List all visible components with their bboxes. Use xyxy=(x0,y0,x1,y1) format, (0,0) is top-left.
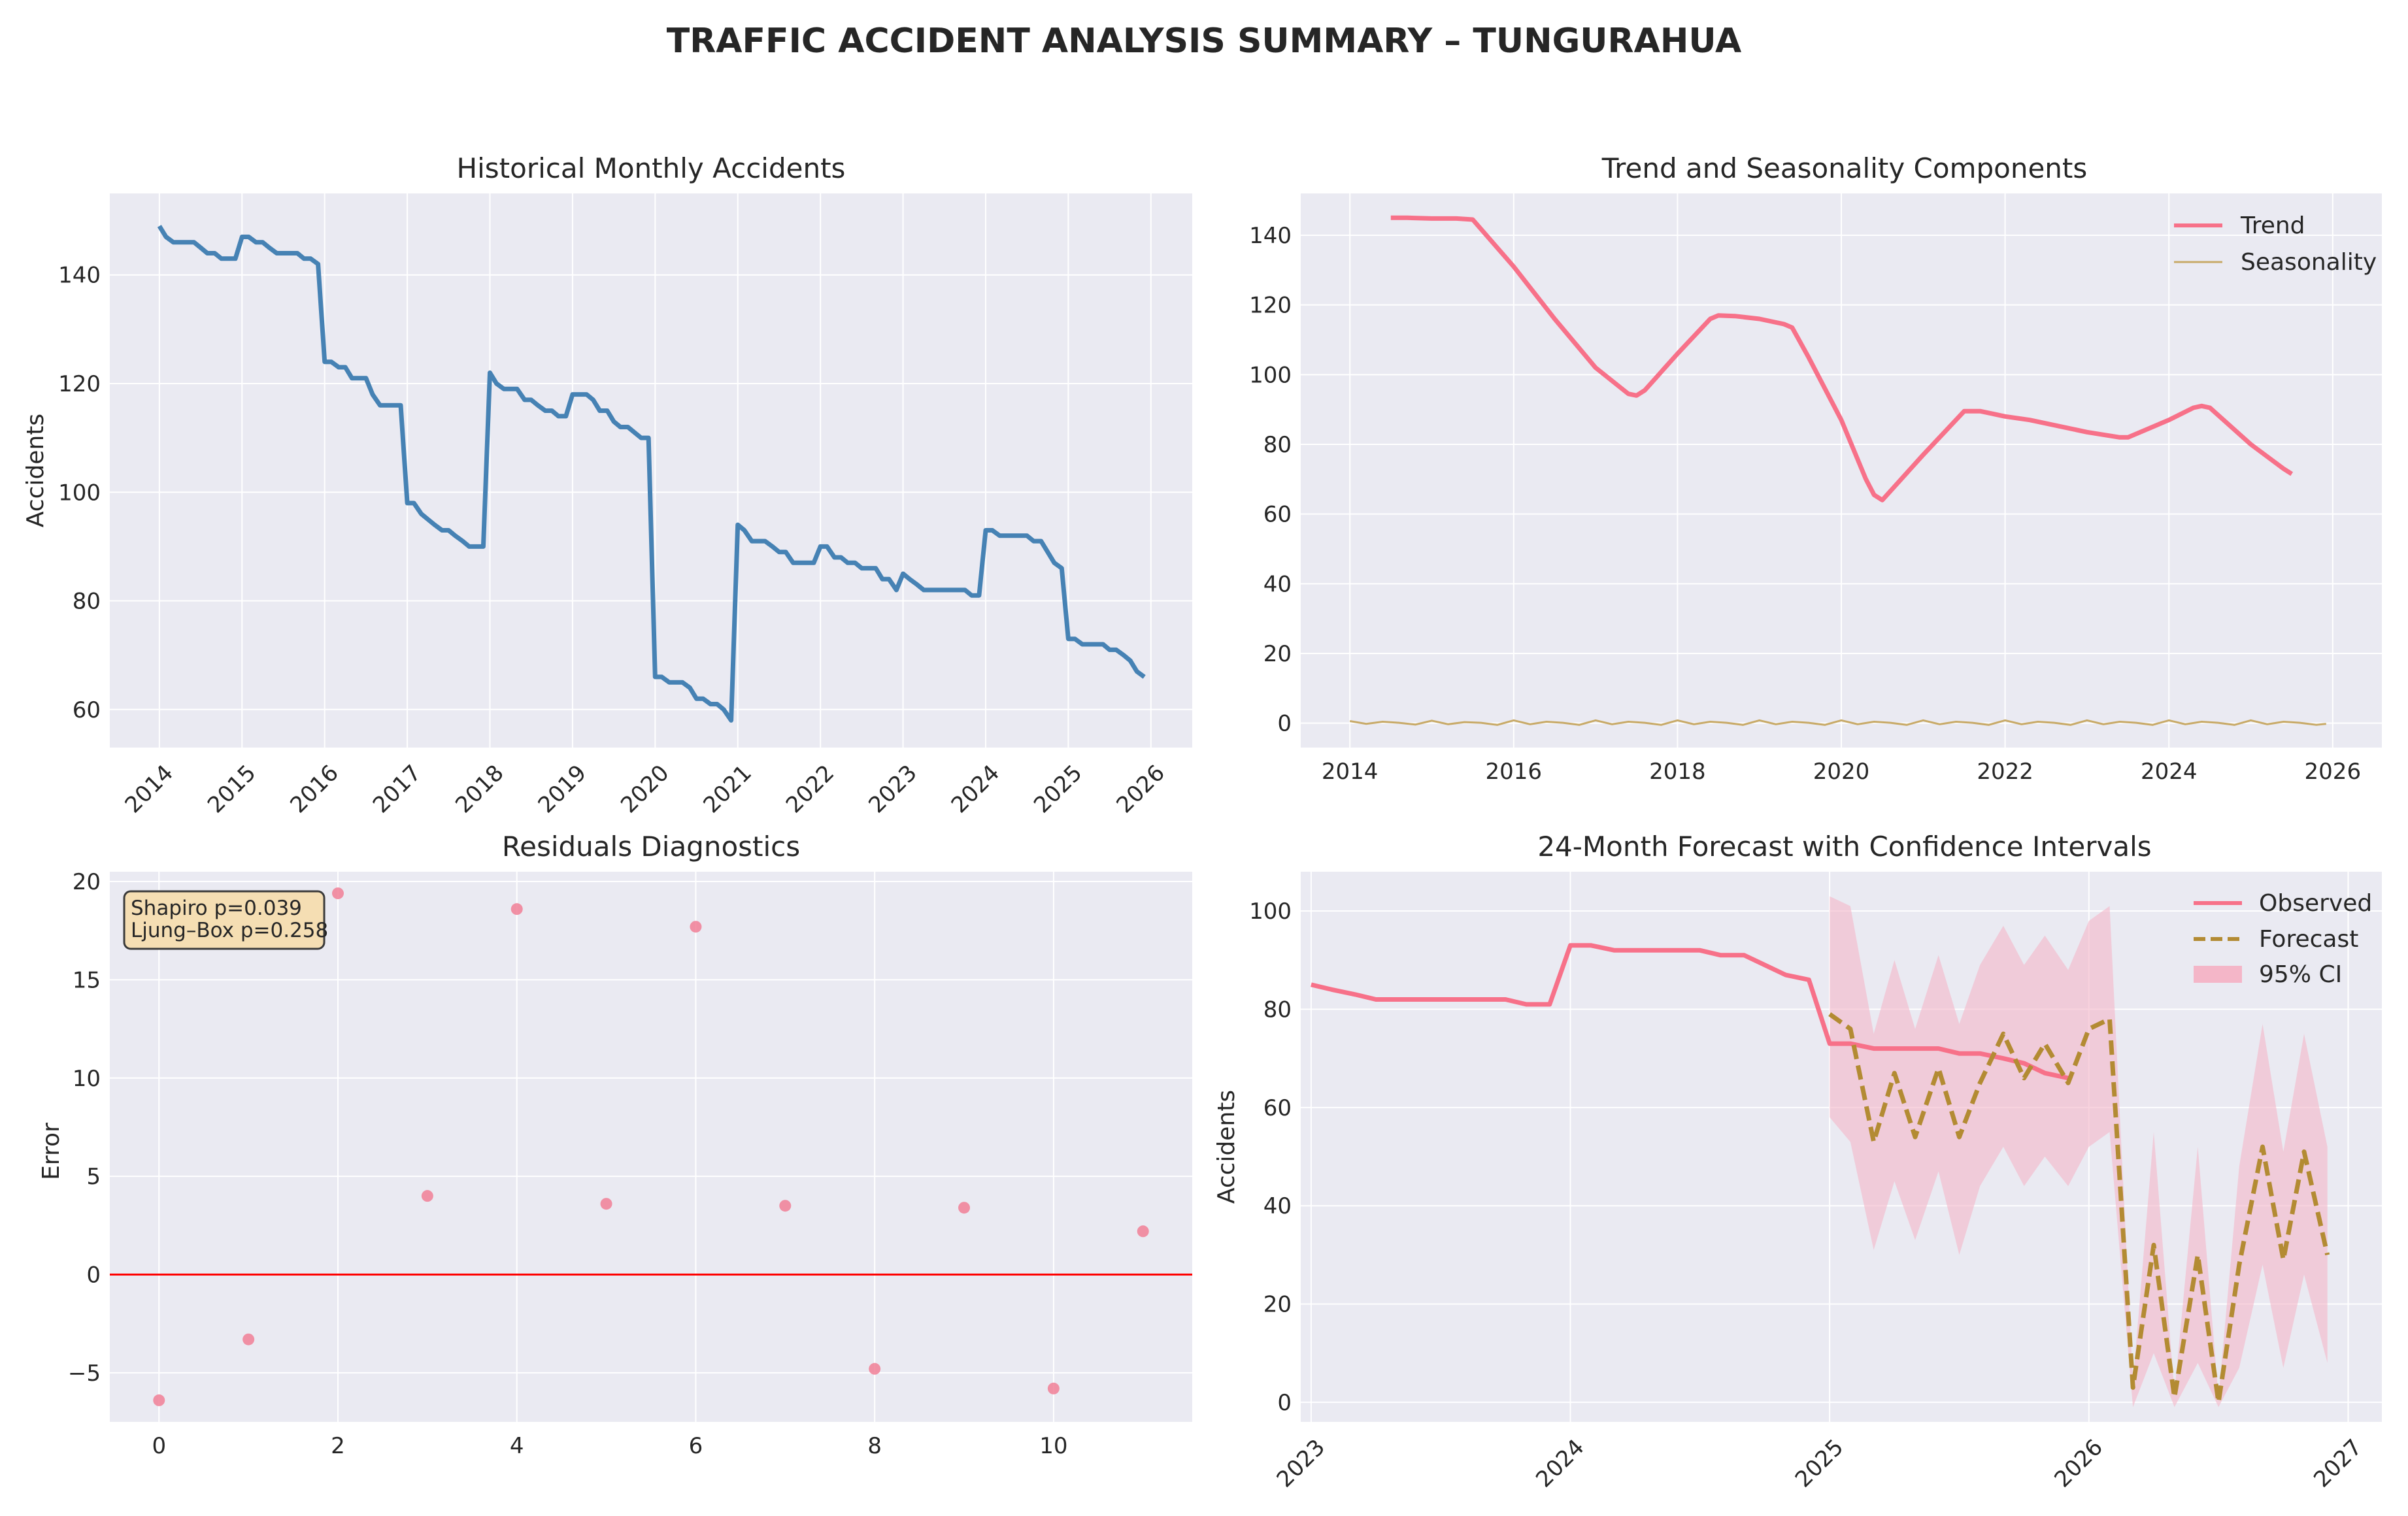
figure-title: TRAFFIC ACCIDENT ANALYSIS SUMMARY – TUNG… xyxy=(667,22,1741,61)
components-y-tick-label: 40 xyxy=(1263,571,1292,597)
seasonality-line xyxy=(1349,719,2326,726)
residual-point xyxy=(510,903,523,915)
forecast-line xyxy=(1828,1012,2330,1405)
components-y-tick-label: 0 xyxy=(1277,711,1292,737)
components-y-tick-label: 20 xyxy=(1263,641,1292,667)
historical-accidents-line xyxy=(157,225,1146,723)
components-x-tick-label: 2020 xyxy=(1813,759,1870,785)
residual-point xyxy=(690,921,702,933)
residual-point xyxy=(600,1198,612,1210)
residual-point xyxy=(421,1190,433,1202)
residuals-y-tick-label: 20 xyxy=(73,869,101,895)
historical-y-tick-label: 100 xyxy=(58,480,101,506)
residual-point xyxy=(331,887,344,900)
stats-shapiro: Shapiro p=0.039 xyxy=(131,897,302,920)
components-legend: Trend Seasonality xyxy=(2174,212,2377,276)
historical-y-tick-label: 60 xyxy=(73,697,101,723)
components-x-tick-label: 2024 xyxy=(2141,759,2198,785)
residual-point xyxy=(153,1394,165,1406)
observed-line xyxy=(1311,943,2069,1081)
components-title: Trend and Seasonality Components xyxy=(1601,152,2088,184)
historical-y-tick-label: 140 xyxy=(58,263,101,289)
components-y-tick-label: 60 xyxy=(1263,502,1292,528)
residuals-y-tick-label: 5 xyxy=(86,1164,101,1190)
forecast-title: 24-Month Forecast with Confidence Interv… xyxy=(1537,831,2151,863)
residuals-x-tick-label: 10 xyxy=(1039,1433,1067,1459)
components-y-tick-label: 100 xyxy=(1249,362,1292,388)
forecast-legend: Observed Forecast 95% CI xyxy=(2194,890,2372,988)
components-plot: 0 20 40 60 80 100 120 140 2014 2016 2018 2020 2022 20… xyxy=(1249,193,2382,785)
trend-line xyxy=(1390,215,2294,503)
residual-point xyxy=(958,1202,971,1214)
residuals-y-tick-label: 10 xyxy=(73,1066,101,1092)
legend-forecast-label: Forecast xyxy=(2259,926,2358,953)
legend-ci-swatch xyxy=(2194,966,2242,983)
components-x-tick-label: 2014 xyxy=(1322,759,1379,785)
forecast-y-tick-label: 80 xyxy=(1263,997,1292,1023)
residuals-plot-area xyxy=(110,872,1192,1422)
residual-point xyxy=(869,1362,881,1375)
residuals-title: Residuals Diagnostics xyxy=(502,831,800,863)
residuals-y-tick-label: −5 xyxy=(68,1360,101,1387)
historical-y-axis-label: Accidents xyxy=(22,414,49,527)
historical-y-tick-label: 80 xyxy=(73,589,101,615)
components-y-tick-label: 80 xyxy=(1263,432,1292,458)
forecast-y-tick-label: 20 xyxy=(1263,1292,1292,1318)
components-x-tick-label: 2016 xyxy=(1486,759,1543,785)
residuals-y-axis-label: Error xyxy=(38,1123,65,1180)
forecast-y-axis-label: Accidents xyxy=(1213,1090,1240,1204)
forecast-y-tick-label: 100 xyxy=(1249,898,1292,925)
legend-seasonality-label: Seasonality xyxy=(2241,249,2377,276)
historical-title: Historical Monthly Accidents xyxy=(457,152,846,184)
components-x-tick-label: 2026 xyxy=(2305,759,2362,785)
residuals-y-tick-label: 15 xyxy=(73,967,101,993)
components-x-tick-label: 2022 xyxy=(1977,759,2033,785)
residuals-stats-box: Shapiro p=0.039 Ljung–Box p=0.258 xyxy=(123,890,328,950)
components-y-tick-label: 140 xyxy=(1249,223,1292,249)
residual-point xyxy=(242,1333,255,1345)
forecast-chart: 24-Month Forecast with Confidence Interv… xyxy=(1213,831,2382,1492)
historical-chart: Historical Monthly Accidents 60 80 100 120 1… xyxy=(22,152,1192,818)
forecast-y-tick-label: 40 xyxy=(1263,1193,1292,1219)
stats-ljung-box: Ljung–Box p=0.258 xyxy=(131,919,328,942)
stats-box-background xyxy=(123,890,326,950)
legend-trend-label: Trend xyxy=(2240,212,2305,239)
residuals-x-tick-label: 4 xyxy=(510,1433,524,1459)
residuals-x-tick-label: 0 xyxy=(152,1433,166,1459)
legend-ci-label: 95% CI xyxy=(2259,961,2342,988)
residuals-plot: −5 0 5 10 15 20 0 2 4 6 8 10 xyxy=(68,869,1192,1459)
components-y-tick-label: 120 xyxy=(1249,293,1292,319)
forecast-y-tick-label: 0 xyxy=(1277,1390,1292,1416)
legend-observed-label: Observed xyxy=(2259,890,2372,917)
components-chart: Trend and Seasonality Components 0 20 40 60… xyxy=(1249,152,2382,785)
forecast-y-tick-label: 60 xyxy=(1263,1095,1292,1121)
residuals-x-tick-label: 6 xyxy=(689,1433,703,1459)
residual-point xyxy=(1137,1225,1149,1238)
residual-point xyxy=(779,1200,792,1212)
residual-point xyxy=(1047,1382,1060,1394)
historical-y-tick-label: 120 xyxy=(58,371,101,397)
residuals-x-tick-label: 8 xyxy=(867,1433,882,1459)
residuals-x-tick-label: 2 xyxy=(331,1433,345,1459)
confidence-interval-band xyxy=(1830,896,2328,1408)
components-x-tick-label: 2018 xyxy=(1649,759,1706,785)
residuals-y-tick-label: 0 xyxy=(86,1262,101,1288)
